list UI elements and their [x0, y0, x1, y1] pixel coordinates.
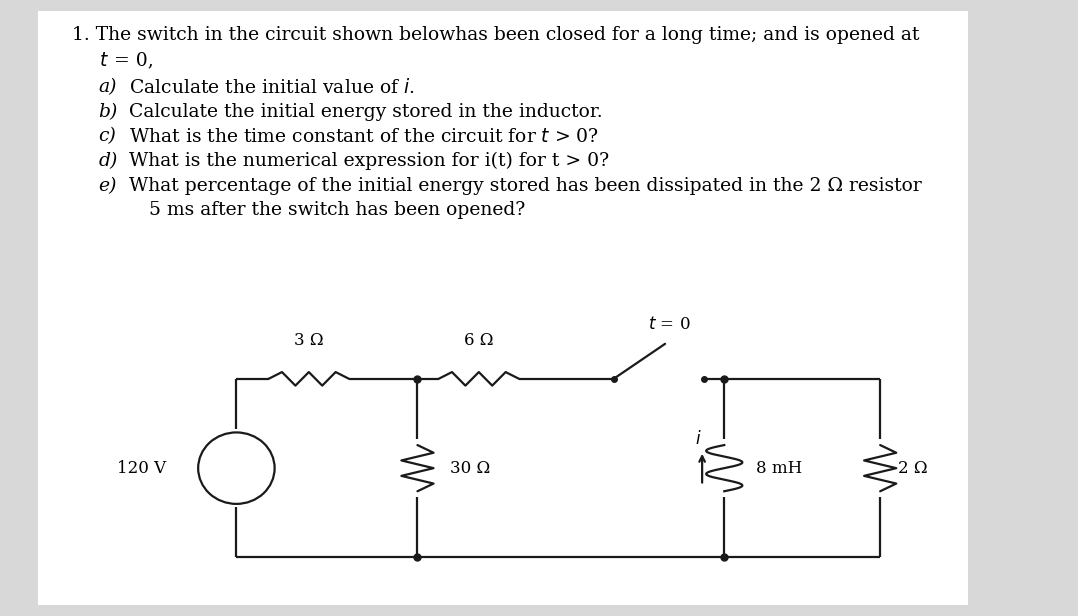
Text: $i$: $i$	[695, 430, 702, 448]
Text: What percentage of the initial energy stored has been dissipated in the 2 Ω resi: What percentage of the initial energy st…	[128, 177, 922, 195]
Text: $t$: $t$	[98, 52, 109, 70]
Text: c): c)	[98, 128, 116, 145]
Text: Calculate the initial value of $i$.: Calculate the initial value of $i$.	[128, 78, 414, 97]
Text: −: −	[229, 472, 244, 491]
Text: = 0,: = 0,	[113, 52, 153, 70]
Text: e): e)	[98, 177, 118, 195]
Ellipse shape	[198, 432, 275, 504]
Text: +: +	[229, 445, 244, 464]
Text: b): b)	[98, 103, 118, 121]
Text: 5 ms after the switch has been opened?: 5 ms after the switch has been opened?	[149, 201, 525, 219]
Text: $t$ = 0: $t$ = 0	[648, 315, 690, 333]
Text: 120 V: 120 V	[116, 460, 166, 477]
Text: Calculate the initial energy stored in the inductor.: Calculate the initial energy stored in t…	[128, 103, 603, 121]
FancyBboxPatch shape	[38, 11, 968, 605]
Text: a): a)	[98, 78, 118, 96]
Text: What is the time constant of the circuit for $t$ > 0?: What is the time constant of the circuit…	[128, 128, 598, 145]
Text: What is the numerical expression for i(t) for t > 0?: What is the numerical expression for i(t…	[128, 152, 609, 171]
Text: 6 Ω: 6 Ω	[464, 332, 494, 349]
Text: 2 Ω: 2 Ω	[898, 460, 928, 477]
Text: 3 Ω: 3 Ω	[294, 332, 323, 349]
Text: 30 Ω: 30 Ω	[450, 460, 489, 477]
Text: 8 mH: 8 mH	[757, 460, 803, 477]
Text: 1. The switch in the circuit shown belowhas been closed for a long time; and is : 1. The switch in the circuit shown below…	[72, 26, 920, 44]
Text: d): d)	[98, 152, 118, 170]
